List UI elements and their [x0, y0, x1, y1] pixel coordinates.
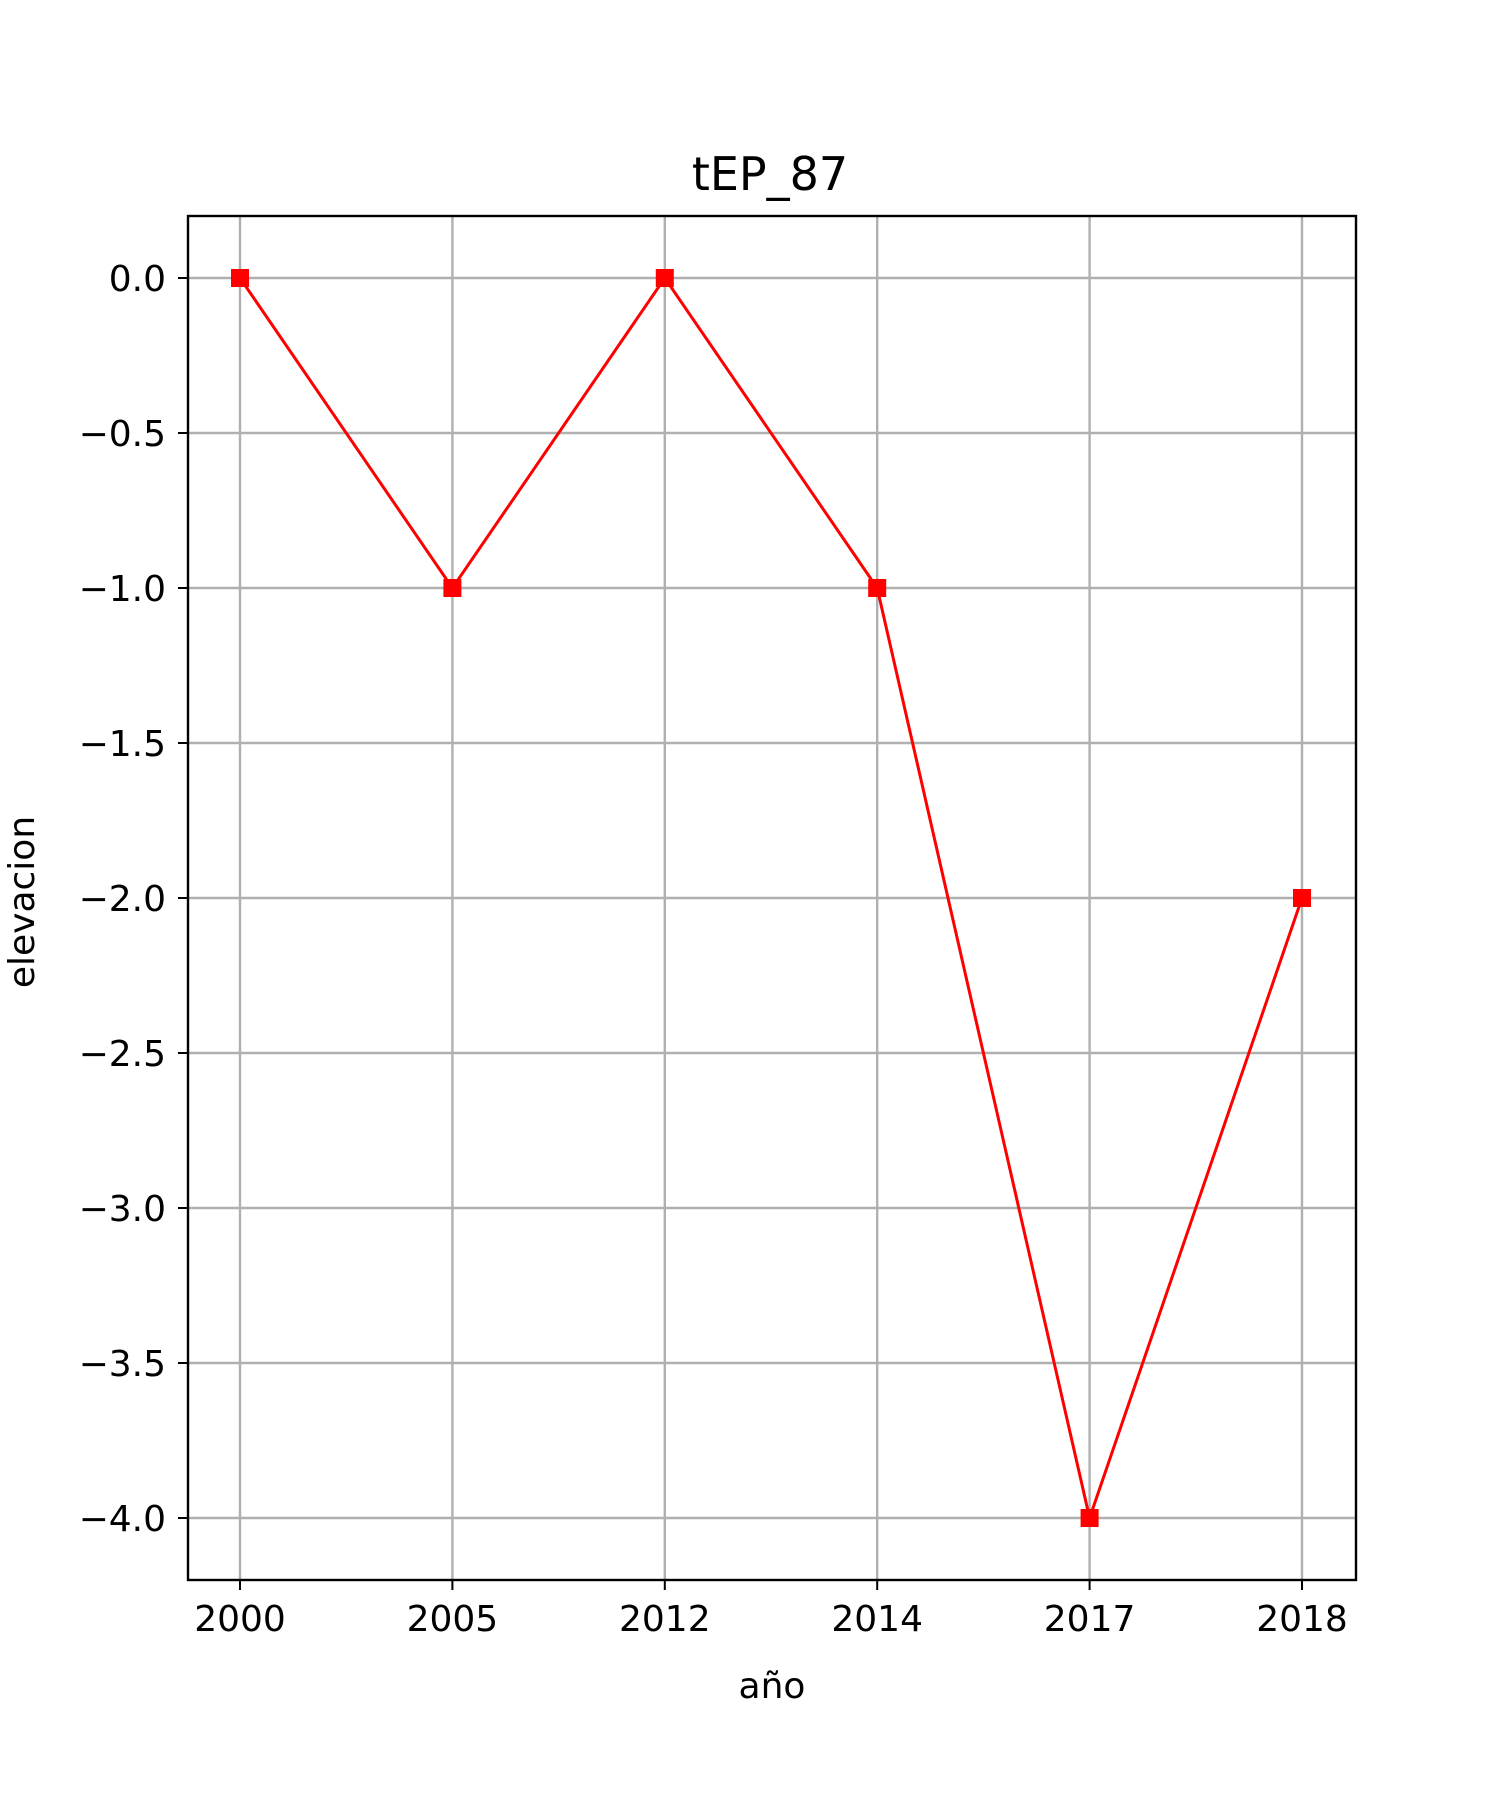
x-tick-label: 2005: [407, 1599, 499, 1640]
y-tick-label: −0.5: [79, 414, 166, 455]
data-point-marker: [443, 579, 462, 597]
x-axis-label: año: [739, 1666, 806, 1707]
data-point-marker: [231, 269, 249, 287]
data-point-marker: [655, 269, 674, 287]
ticks: 2000 2005 2012 2014 2017 2018 0.0 −0.5 −1.0 −1.5 −…: [79, 259, 1348, 1640]
x-tick-label: 2012: [619, 1599, 711, 1640]
x-tick-label: 2014: [831, 1599, 923, 1640]
y-tick-label: −1.5: [79, 724, 166, 765]
x-tick-label: 2018: [1256, 1599, 1348, 1640]
chart-title: tEP_87: [692, 147, 848, 201]
data-point-marker: [1080, 1509, 1099, 1527]
x-tick-label: 2000: [194, 1599, 286, 1640]
y-tick-label: −3.0: [79, 1189, 166, 1230]
y-tick-label: −2.5: [79, 1034, 166, 1075]
data-point-marker: [868, 579, 887, 597]
y-tick-label: 0.0: [109, 259, 166, 300]
series-group: [231, 269, 1311, 1527]
data-point-marker: [1293, 889, 1311, 907]
series-line: [238, 275, 1304, 1524]
y-tick-label: −4.0: [79, 1499, 166, 1540]
y-tick-label: −3.5: [79, 1344, 166, 1385]
y-tick-label: −1.0: [79, 569, 166, 610]
y-tick-label: −2.0: [79, 879, 166, 920]
x-tick-label: 2017: [1044, 1599, 1136, 1640]
y-axis-label: elevacion: [2, 816, 43, 988]
